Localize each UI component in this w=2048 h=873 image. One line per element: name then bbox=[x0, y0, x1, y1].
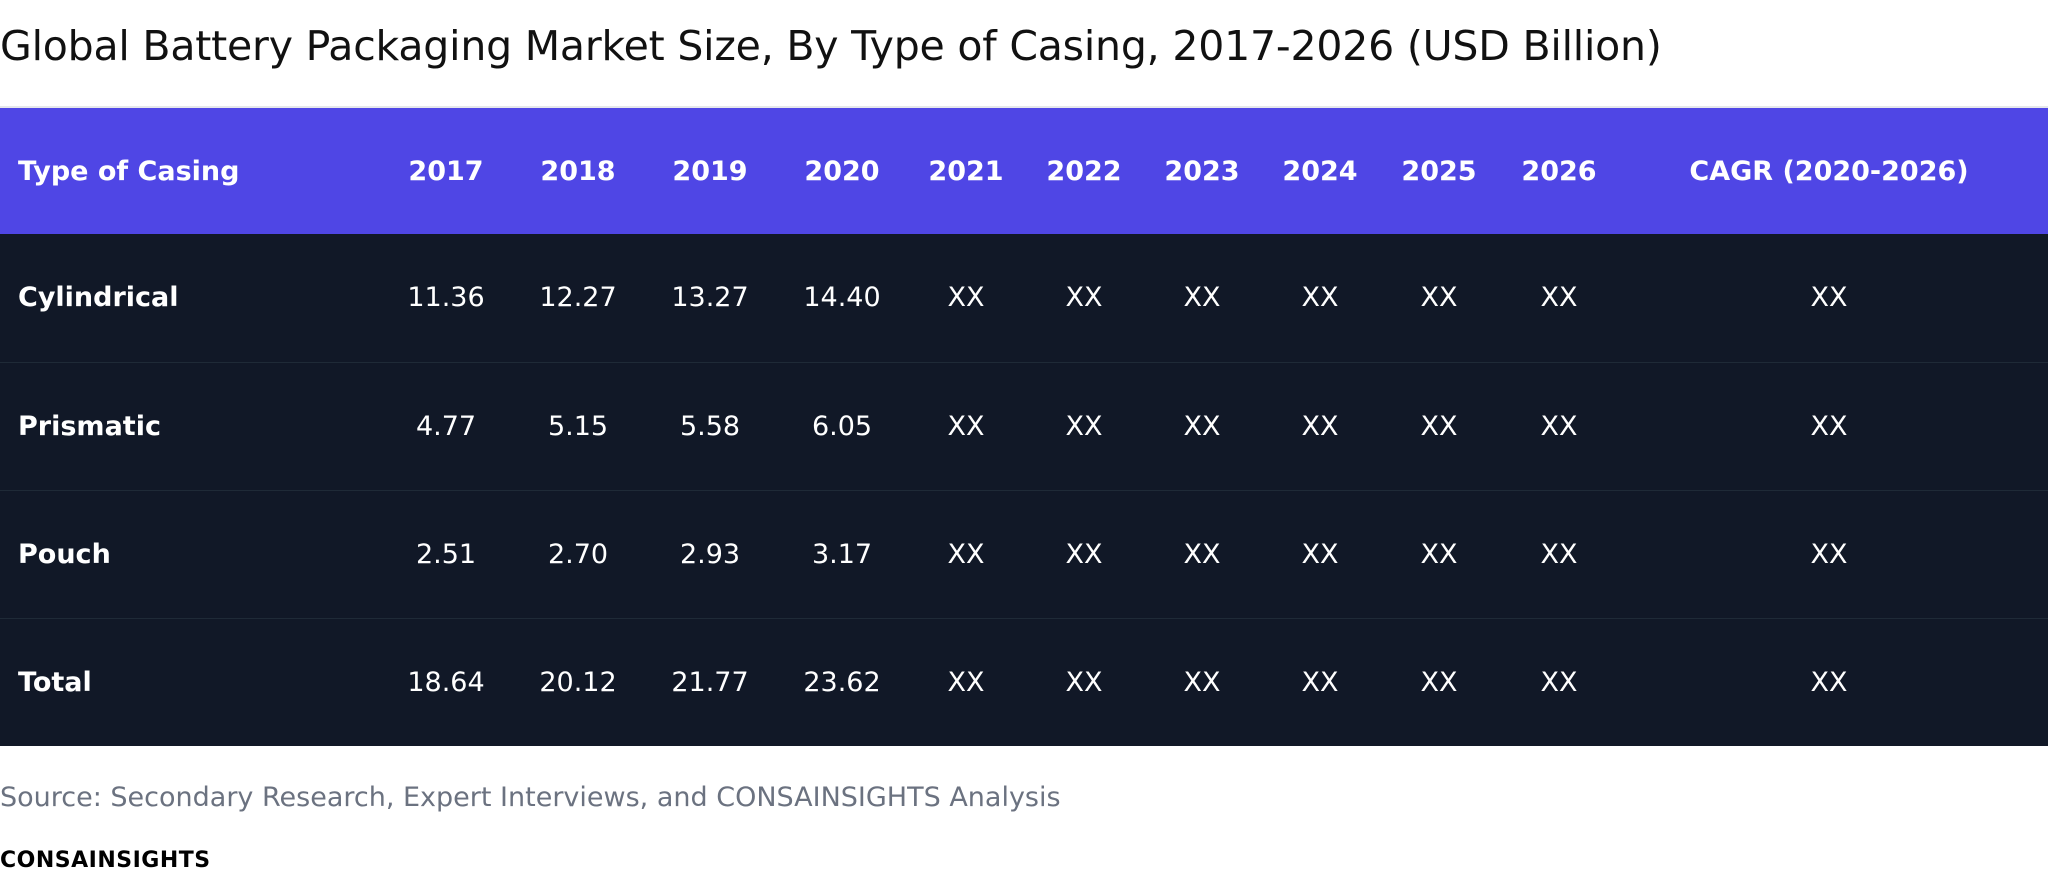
table-cell: XX bbox=[1420, 410, 1458, 442]
table-cell: XX bbox=[1301, 282, 1339, 314]
table-cell: XX bbox=[1183, 666, 1221, 698]
table-cell: 12.27 bbox=[539, 282, 617, 314]
table-cell: XX bbox=[1810, 538, 1848, 570]
column-header: 2017 bbox=[408, 155, 484, 187]
brand-logo-text: CONSAINSIGHTS bbox=[0, 848, 211, 873]
table-cell: XX bbox=[1420, 666, 1458, 698]
column-header: 2025 bbox=[1401, 155, 1477, 187]
column-header: 2024 bbox=[1282, 155, 1358, 187]
table-header-row: Type of Casing 2017 2018 2019 2020 2021 2022 20… bbox=[0, 108, 2048, 234]
table-cell: XX bbox=[1065, 282, 1103, 314]
table-cell: 20.12 bbox=[539, 666, 617, 698]
table-cell: XX bbox=[1810, 410, 1848, 442]
table-cell: 2.51 bbox=[415, 538, 477, 570]
table-cell: 2.70 bbox=[547, 538, 609, 570]
title-divider bbox=[0, 106, 2048, 108]
row-label: Prismatic bbox=[18, 410, 161, 442]
table-row: Total 18.64 20.12 21.77 23.62 XX XX XX XX XX XX XX bbox=[0, 618, 2048, 746]
table-cell: XX bbox=[1301, 666, 1339, 698]
table-cell: XX bbox=[1540, 410, 1578, 442]
table-cell: XX bbox=[1183, 410, 1221, 442]
table-cell: XX bbox=[947, 666, 985, 698]
table-cell: 5.15 bbox=[547, 410, 609, 442]
table-row: Prismatic 4.77 5.15 5.58 6.05 XX XX XX XX XX XX XX bbox=[0, 362, 2048, 490]
row-label: Pouch bbox=[18, 538, 111, 570]
column-header: 2023 bbox=[1164, 155, 1240, 187]
table-cell: XX bbox=[947, 410, 985, 442]
table-cell: XX bbox=[1183, 538, 1221, 570]
table-cell: 3.17 bbox=[811, 538, 873, 570]
table-cell: 21.77 bbox=[671, 666, 749, 698]
table-cell: XX bbox=[947, 282, 985, 314]
table-cell: 23.62 bbox=[803, 666, 881, 698]
column-header: 2022 bbox=[1046, 155, 1122, 187]
table-cell: XX bbox=[1420, 538, 1458, 570]
row-label: Cylindrical bbox=[18, 282, 179, 314]
table-cell: XX bbox=[1065, 666, 1103, 698]
column-header: 2026 bbox=[1521, 155, 1597, 187]
table-cell: XX bbox=[1065, 410, 1103, 442]
table-cell: XX bbox=[1420, 282, 1458, 314]
market-size-table: Type of Casing 2017 2018 2019 2020 2021 2022 20… bbox=[0, 108, 2048, 746]
table-cell: XX bbox=[1065, 538, 1103, 570]
table-title: Global Battery Packaging Market Size, By… bbox=[0, 22, 1662, 70]
table-cell: XX bbox=[1540, 538, 1578, 570]
table-cell: XX bbox=[1540, 666, 1578, 698]
row-label: Total bbox=[18, 666, 92, 698]
table-cell: XX bbox=[1301, 538, 1339, 570]
table-cell: 4.77 bbox=[415, 410, 477, 442]
table-cell: XX bbox=[1183, 282, 1221, 314]
table-cell: 6.05 bbox=[811, 410, 873, 442]
source-note: Source: Secondary Research, Expert Inter… bbox=[0, 782, 1061, 813]
column-header: 2018 bbox=[540, 155, 616, 187]
table-cell: XX bbox=[1540, 282, 1578, 314]
table-cell: 2.93 bbox=[679, 538, 741, 570]
column-header: 2019 bbox=[672, 155, 748, 187]
table-cell: 18.64 bbox=[407, 666, 485, 698]
table-cell: XX bbox=[1810, 666, 1848, 698]
table-cell: XX bbox=[947, 538, 985, 570]
table-cell: 5.58 bbox=[679, 410, 741, 442]
column-header: 2020 bbox=[804, 155, 880, 187]
table-cell: 14.40 bbox=[803, 282, 881, 314]
table-row: Pouch 2.51 2.70 2.93 3.17 XX XX XX XX XX XX XX bbox=[0, 490, 2048, 618]
table-cell: 13.27 bbox=[671, 282, 749, 314]
column-header: 2021 bbox=[928, 155, 1004, 187]
table-cell: XX bbox=[1810, 282, 1848, 314]
table-body: Cylindrical 11.36 12.27 13.27 14.40 XX XX XX XX X… bbox=[0, 234, 2048, 746]
column-header: CAGR (2020-2026) bbox=[1689, 155, 1969, 187]
table-cell: XX bbox=[1301, 410, 1339, 442]
table-cell: 11.36 bbox=[407, 282, 485, 314]
table-row: Cylindrical 11.36 12.27 13.27 14.40 XX XX XX XX X… bbox=[0, 234, 2048, 362]
column-header-label: Type of Casing bbox=[18, 155, 240, 187]
